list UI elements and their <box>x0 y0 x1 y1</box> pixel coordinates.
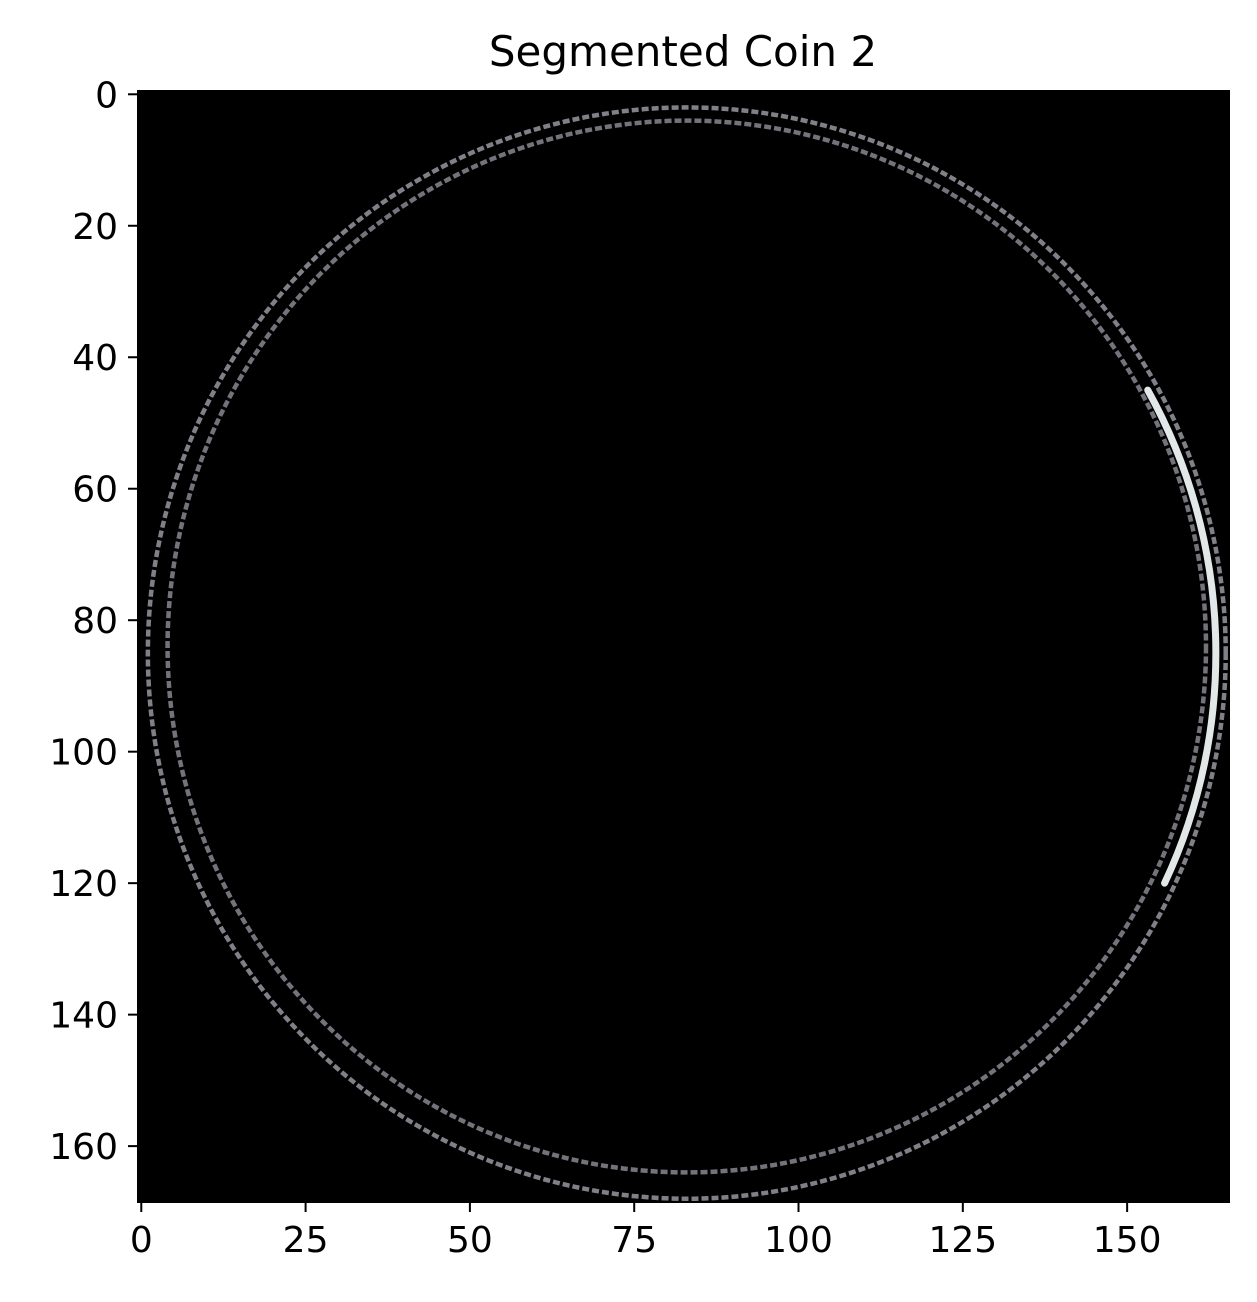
x-tick-label: 75 <box>611 1220 657 1261</box>
x-axis-ticks: 0 25 50 75 100 125 150 <box>130 1202 1162 1261</box>
coin-edge-rings <box>145 105 1228 1201</box>
y-tick-label: 100 <box>49 733 118 774</box>
x-tick-label: 0 <box>130 1220 153 1261</box>
chart-title: Segmented Coin 2 <box>489 27 877 76</box>
y-tick-label: 140 <box>49 996 118 1037</box>
x-tick-label: 25 <box>283 1220 329 1261</box>
x-tick-label: 150 <box>1093 1220 1162 1261</box>
y-tick-label: 20 <box>72 207 118 248</box>
coin-edge-ring-1 <box>145 105 1228 1201</box>
y-tick-label: 60 <box>72 470 118 511</box>
x-tick-label: 100 <box>764 1220 833 1261</box>
x-tick-label: 50 <box>447 1220 493 1261</box>
edge-highlight <box>1144 386 1220 887</box>
image-axes <box>137 90 1230 1203</box>
axes-frame <box>137 90 1230 1203</box>
y-tick-label: 160 <box>49 1127 118 1168</box>
y-tick-label: 80 <box>72 601 118 642</box>
y-axis-ticks: 0 20 40 60 80 100 120 140 160 <box>49 75 138 1168</box>
x-tick-label: 125 <box>928 1220 997 1261</box>
coin-edge-ring-2 <box>165 118 1209 1175</box>
y-tick-label: 0 <box>95 75 118 116</box>
y-tick-label: 40 <box>72 338 118 379</box>
y-tick-label: 120 <box>49 864 118 905</box>
